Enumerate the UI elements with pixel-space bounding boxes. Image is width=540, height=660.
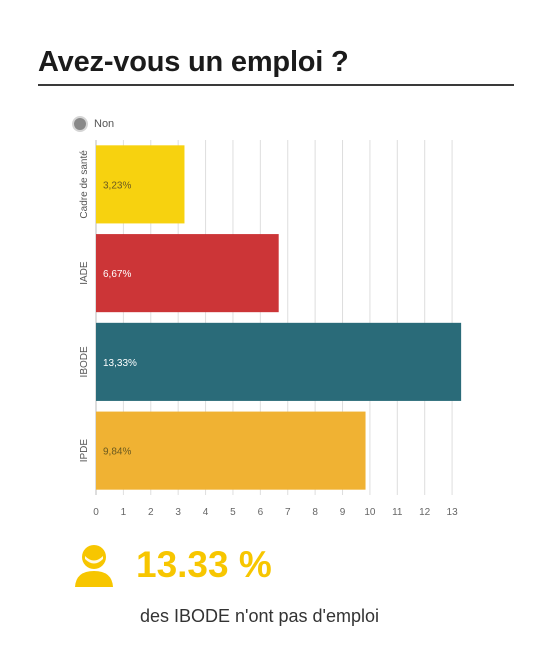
x-tick-label: 4 [203, 507, 209, 518]
bar-value-label: 6,67% [103, 269, 131, 280]
bar [96, 145, 185, 224]
x-tick-label: 10 [364, 507, 376, 518]
x-tick-label: 12 [419, 507, 431, 518]
x-tick-label: 3 [175, 507, 181, 518]
bar-value-label: 3,23% [103, 180, 131, 191]
x-tick-label: 7 [285, 507, 291, 518]
x-tick-label: 8 [312, 507, 318, 518]
stat-caption: des IBODE n'ont pas d'emploi [140, 606, 380, 626]
bar [96, 234, 279, 313]
person-icon [75, 545, 113, 587]
bar [96, 322, 462, 401]
chart-legend[interactable]: Non [74, 118, 114, 130]
bar-value-label: 13,33% [103, 358, 137, 369]
category-label: IPDE [79, 439, 90, 463]
x-tick-label: 11 [392, 507, 403, 518]
page-title: Avez-vous un emploi ? [38, 46, 349, 78]
x-tick-label: 5 [230, 507, 236, 518]
legend-label: Non [94, 118, 115, 130]
title-divider [38, 84, 514, 86]
x-tick-label: 13 [447, 507, 459, 518]
category-label: IBODE [79, 346, 90, 377]
category-label: IADE [79, 261, 90, 285]
bar-chart: 0 1 2 3 4 5 6 7 8 9 10 11 12 133,23%Cadre de santé6,6… [79, 140, 462, 518]
legend-swatch [74, 118, 86, 130]
bar-value-label: 9,84% [103, 447, 131, 458]
x-tick-label: 0 [93, 507, 99, 518]
stat-value: 13.33 % [136, 544, 272, 585]
bar [96, 411, 366, 490]
x-tick-label: 6 [258, 507, 264, 518]
x-tick-label: 1 [121, 507, 127, 518]
category-label: Cadre de santé [79, 150, 90, 219]
stat-block: 13.33 % [72, 543, 272, 587]
x-tick-label: 2 [148, 507, 154, 518]
x-tick-label: 9 [340, 507, 346, 518]
